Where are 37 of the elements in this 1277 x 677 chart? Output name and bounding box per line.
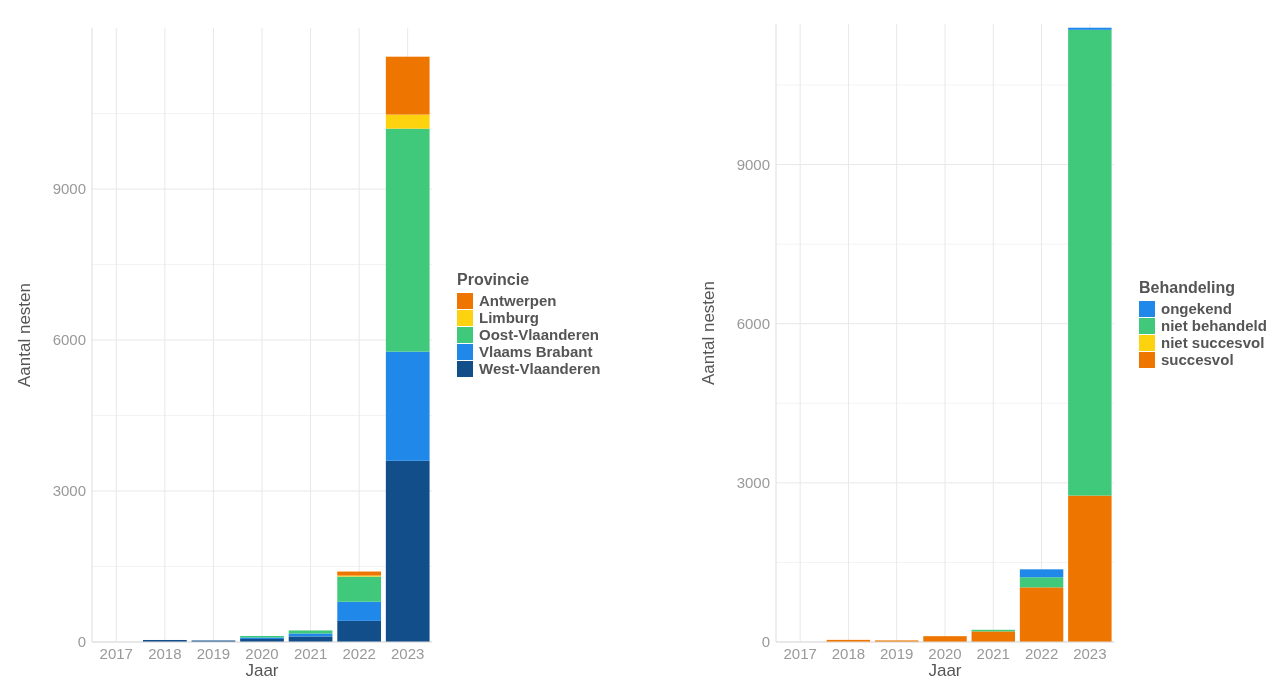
y-axis-title: Aantal nesten	[15, 283, 34, 387]
legend-label: Oost-Vlaanderen	[479, 326, 600, 343]
legend-label: ongekend	[1161, 300, 1232, 317]
x-tick-label: 2023	[1073, 645, 1107, 662]
y-tick-label: 6000	[52, 331, 86, 349]
x-tick-label: 2022	[1024, 645, 1059, 662]
y-tick-label: 9000	[736, 155, 770, 173]
x-axis-title: Jaar	[928, 661, 962, 677]
y-tick-label: 0	[761, 633, 770, 651]
y-tick-label: 9000	[52, 180, 86, 198]
x-tick-label: 2021	[293, 645, 328, 662]
x-tick-label: 2017	[783, 645, 817, 662]
x-tick-label: 2019	[196, 645, 231, 662]
x-tick-label: 2022	[342, 645, 376, 662]
legend-label: niet behandeld	[1161, 317, 1267, 334]
y-tick-label: 0	[77, 633, 86, 651]
legend-label: succesvol	[1161, 351, 1234, 368]
legend-title: Behandeling	[1139, 279, 1236, 296]
y-axis-title: Aantal nesten	[699, 281, 718, 385]
legend-label: Antwerpen	[479, 292, 557, 309]
x-tick-label: 2020	[245, 645, 279, 662]
legend-label: Vlaams Brabant	[479, 343, 593, 360]
x-tick-label: 2023	[391, 645, 425, 662]
x-tick-label: 2021	[976, 645, 1010, 662]
x-tick-label: 2018	[148, 645, 182, 662]
legend-label: Limburg	[479, 309, 539, 326]
y-tick-label: 6000	[736, 314, 770, 332]
y-tick-label: 3000	[736, 474, 770, 492]
legend-label: niet succesvol	[1161, 334, 1265, 351]
x-tick-label: 2018	[831, 645, 866, 662]
legend-title: Provincie	[457, 271, 530, 288]
x-tick-label: 2020	[928, 645, 962, 662]
x-tick-label: 2017	[99, 645, 133, 662]
x-tick-label: 2019	[880, 645, 914, 662]
x-axis-title: Jaar	[245, 661, 279, 677]
y-tick-label: 3000	[52, 482, 86, 500]
legend-label: West-Vlaanderen	[479, 360, 601, 377]
